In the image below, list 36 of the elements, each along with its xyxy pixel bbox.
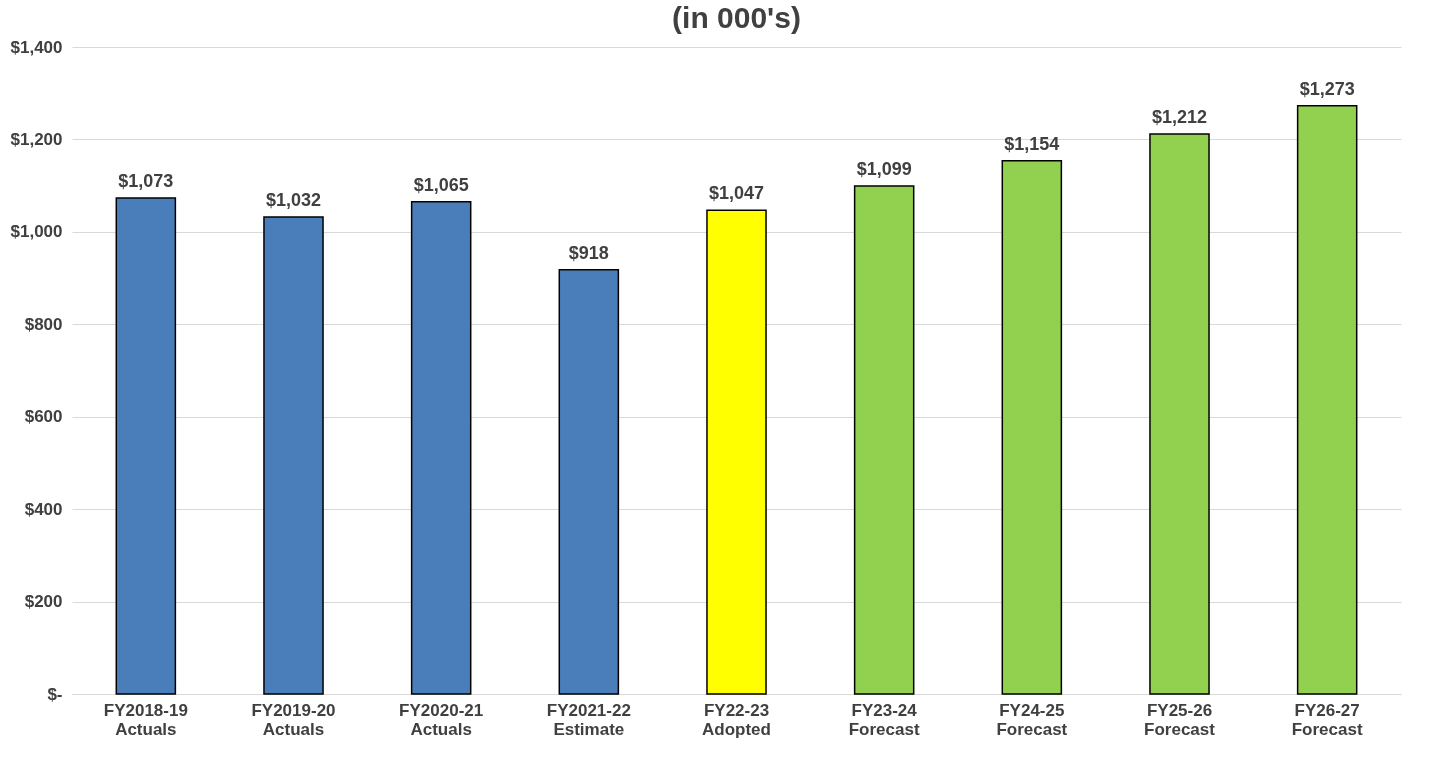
y-tick-label: $1,400 xyxy=(10,37,63,57)
bar xyxy=(706,209,767,695)
bar xyxy=(853,185,915,695)
bar xyxy=(1149,133,1210,695)
data-label: $1,073 xyxy=(118,171,174,192)
x-tick-label: FY25-26 Forecast xyxy=(1144,700,1216,739)
x-tick-label: FY2018-19 Actuals xyxy=(103,700,188,739)
chart-title: (in 000's) xyxy=(672,1,801,34)
bar xyxy=(115,197,177,695)
x-tick-label: FY23-24 Forecast xyxy=(848,700,920,739)
x-tick-label: FY2020-21 Actuals xyxy=(399,700,484,739)
x-tick-label: FY2019-20 Actuals xyxy=(251,700,336,739)
data-label: $1,273 xyxy=(1299,78,1355,99)
data-label: $1,154 xyxy=(1004,133,1060,154)
x-tick-label: FY24-25 Forecast xyxy=(996,700,1068,739)
y-tick-label: $200 xyxy=(24,592,63,612)
data-label: $1,212 xyxy=(1151,106,1208,127)
bar xyxy=(1001,159,1063,695)
data-label: $1,099 xyxy=(856,159,912,180)
y-tick-label: $- xyxy=(47,684,63,704)
x-tick-label: FY26-27 Forecast xyxy=(1291,700,1363,739)
data-label: $1,065 xyxy=(413,174,469,195)
data-label: $1,032 xyxy=(265,190,322,211)
bar xyxy=(558,269,620,695)
data-label: $918 xyxy=(568,242,609,263)
y-tick-label: $800 xyxy=(24,314,63,334)
y-tick-label: $400 xyxy=(24,499,63,519)
y-tick-label: $600 xyxy=(24,407,63,427)
x-tick-label: FY2021-22 Estimate xyxy=(546,700,631,739)
bar xyxy=(263,216,324,695)
x-tick-label: FY22-23 Adopted xyxy=(702,700,771,739)
bar xyxy=(410,201,472,695)
y-tick-label: $1,200 xyxy=(10,129,63,149)
data-label: $1,047 xyxy=(708,183,765,204)
y-tick-label: $1,000 xyxy=(10,222,63,242)
bar xyxy=(1296,104,1358,695)
